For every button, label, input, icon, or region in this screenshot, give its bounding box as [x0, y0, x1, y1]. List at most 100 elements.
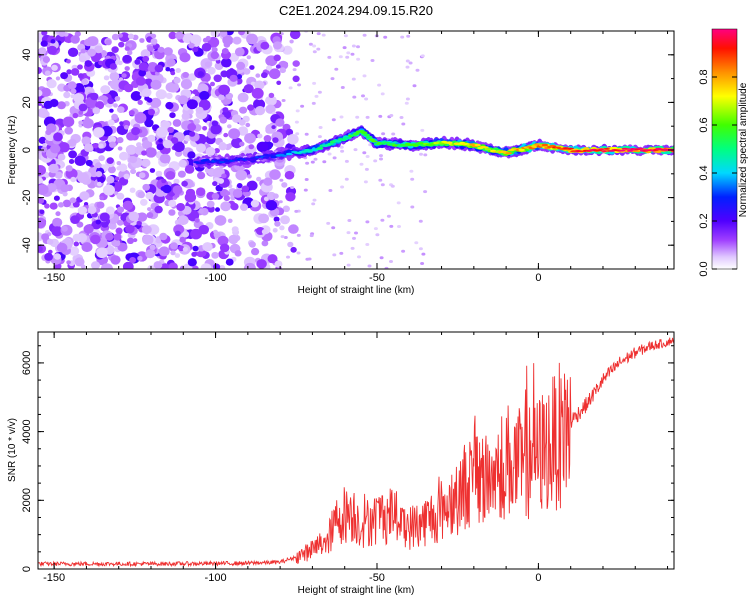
heatmap-cell [396, 201, 401, 205]
heatmap-cell [146, 212, 154, 219]
heatmap-cell [288, 224, 299, 234]
heatmap-cell [93, 127, 105, 138]
heatmap-cell [619, 149, 626, 152]
heatmap-cell [238, 119, 246, 126]
heatmap-cell [55, 76, 61, 81]
heatmap-cell [70, 176, 77, 183]
heatmap-cell [103, 184, 115, 196]
heatmap-cell [312, 44, 317, 48]
heatmap-cell [127, 33, 135, 40]
heatmap-cell [141, 225, 152, 235]
y-tick-label: 40 [21, 49, 33, 61]
heatmap-cell [195, 106, 204, 114]
heatmap-cell [284, 170, 295, 180]
heatmap-cell [271, 125, 276, 130]
heatmap-cell [286, 152, 293, 156]
heatmap-cell [188, 73, 197, 81]
heatmap-cell [415, 68, 420, 72]
heatmap-cell [391, 132, 396, 136]
heatmap-cell [201, 42, 212, 52]
heatmap-cell [48, 163, 59, 174]
colorbar: 0.0 0.2 0.4 0.6 0.8 Normalized spectral ampl… [698, 28, 749, 277]
heatmap-cell [188, 42, 195, 49]
heatmap-cell [176, 203, 186, 211]
heatmap-cell [194, 217, 200, 223]
heatmap-cell [541, 143, 549, 147]
heatmap-cell [81, 78, 88, 85]
y-tick-label: 6000 [21, 351, 33, 375]
heatmap-cell [346, 263, 351, 267]
heatmap-cell [375, 233, 380, 237]
heatmap-cell [98, 143, 104, 149]
heatmap-cell [363, 133, 370, 137]
heatmap-cell [312, 198, 317, 202]
heatmap-cell [332, 156, 337, 160]
heatmap-cell [312, 50, 317, 54]
heatmap-cell [268, 92, 275, 98]
heatmap-cell [130, 91, 142, 101]
heatmap-cell [409, 169, 414, 173]
heatmap-cell [182, 231, 190, 238]
heatmap-cell [378, 178, 383, 182]
heatmap-cell [67, 81, 77, 90]
heatmap-cell [147, 134, 156, 143]
heatmap-cell [180, 79, 193, 90]
heatmap-cell [50, 144, 61, 154]
heatmap-cell [106, 157, 114, 165]
heatmap-cell [270, 155, 277, 159]
heatmap-cell [190, 34, 202, 45]
heatmap-cell [288, 86, 293, 90]
heatmap-cell [225, 191, 231, 196]
heatmap-cell [142, 183, 150, 191]
y-tick-label: 20 [21, 96, 33, 108]
y-tick-label: 2000 [21, 488, 33, 512]
heatmap-cell [156, 126, 168, 138]
heatmap-cell [42, 56, 51, 63]
heatmap-cell [420, 262, 425, 265]
heatmap-cell [129, 156, 138, 164]
heatmap-cell [340, 185, 345, 189]
x-tick-label: -50 [369, 272, 385, 284]
heatmap-cell [53, 195, 60, 201]
heatmap-cell [328, 189, 333, 192]
colorbar-ticks: 0.0 0.2 0.4 0.6 0.8 [698, 69, 737, 277]
heatmap-cell [119, 151, 129, 161]
heatmap-cell [141, 139, 153, 150]
heatmap-cell [159, 232, 168, 241]
heatmap-cell [215, 59, 221, 64]
heatmap-cell [213, 263, 221, 269]
heatmap-cell [266, 65, 272, 71]
heatmap-cell [265, 200, 278, 211]
heatmap-cell [280, 154, 288, 157]
heatmap-cell [356, 57, 361, 61]
heatmap-cell [316, 47, 321, 51]
heatmap-cell [58, 31, 66, 37]
heatmap-cell [66, 69, 72, 75]
colorbar-tick-label: 0.6 [698, 117, 710, 132]
heatmap-cell [257, 133, 263, 139]
heatmap-cell [109, 71, 120, 81]
heatmap-cell [111, 238, 121, 247]
heatmap-cell [127, 50, 133, 56]
heatmap-cell [245, 122, 251, 128]
heatmap-cell [77, 64, 83, 70]
heatmap-cell [371, 140, 378, 143]
heatmap-cell [73, 241, 80, 247]
heatmap-cell [74, 257, 85, 267]
heatmap-cell [68, 150, 77, 159]
heatmap-cell [232, 114, 242, 123]
heatmap-cell [117, 106, 125, 113]
heatmap-cell [151, 33, 157, 39]
x-tick-label: -150 [43, 272, 65, 284]
heatmap-cell [229, 74, 238, 82]
heatmap-cell [150, 97, 162, 108]
heatmap-cell [362, 151, 367, 155]
heatmap-cell [223, 132, 229, 138]
heatmap-cell [62, 116, 75, 128]
heatmap-cell [213, 229, 218, 234]
heatmap-cell [116, 192, 125, 200]
heatmap-cell [637, 147, 644, 150]
heatmap-cell [95, 171, 103, 178]
spectrogram-xlabel: Height of straight line (km) [298, 285, 415, 296]
heatmap-cell [218, 142, 227, 151]
